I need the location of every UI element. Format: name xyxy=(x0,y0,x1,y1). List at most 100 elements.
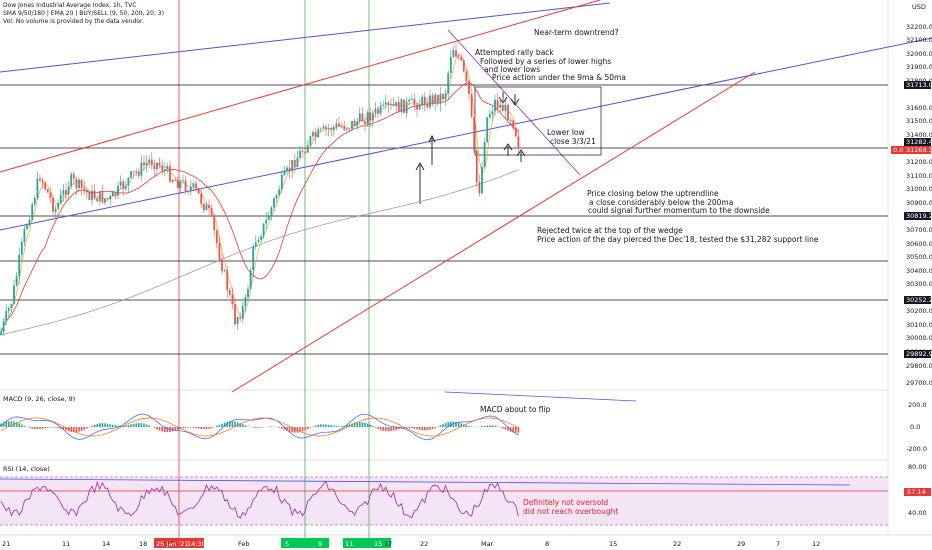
macd-histogram-bar xyxy=(338,426,340,427)
macd-histogram-bar xyxy=(403,427,405,429)
svg-text:57.14: 57.14 xyxy=(907,488,926,496)
candle-body xyxy=(403,99,405,113)
macd-histogram-bar xyxy=(387,427,390,432)
candle-body xyxy=(46,189,49,193)
candle-body xyxy=(140,162,143,176)
candle-body xyxy=(218,243,221,260)
rsi-trend-blue xyxy=(0,478,851,486)
candle-body xyxy=(213,215,216,231)
macd-histogram-bar xyxy=(361,422,364,427)
macd-histogram-bar xyxy=(507,427,509,431)
macd-histogram-bar xyxy=(130,424,132,427)
candle-body xyxy=(410,98,413,100)
candle-body xyxy=(286,167,288,171)
macd-histogram-bar xyxy=(104,423,106,427)
candle-body xyxy=(135,171,138,173)
macd-histogram-bar xyxy=(31,427,33,429)
candle-body xyxy=(408,99,411,102)
candle-body xyxy=(462,59,465,72)
macd-histogram-bar xyxy=(247,426,249,427)
candle-body xyxy=(5,311,8,321)
candle-body xyxy=(252,246,255,271)
macd-histogram-bar xyxy=(252,427,254,428)
candle-body xyxy=(13,285,15,304)
macd-histogram-bar xyxy=(192,427,195,428)
candle-body xyxy=(377,108,379,114)
macd-histogram-bar xyxy=(460,423,462,427)
note-rsi-1: Definitely not oversold xyxy=(523,498,608,507)
macd-histogram-bar xyxy=(405,427,408,429)
candle-body xyxy=(23,228,26,242)
macd-histogram-bar xyxy=(93,424,96,427)
note-closing-1: Price closing below the uptrendline xyxy=(587,189,719,198)
macd-histogram-bar xyxy=(203,427,205,430)
note-rejected-1: Rejected twice at the top of the wedge xyxy=(537,226,683,235)
macd-tick-0: 0.0 xyxy=(910,423,920,431)
macd-histogram-bar xyxy=(218,424,221,427)
svg-text:31269.3: 31269.3 xyxy=(906,146,932,154)
candle-body xyxy=(262,223,265,237)
macd-histogram-bar xyxy=(447,422,449,427)
candle-body xyxy=(109,196,112,200)
candle-body xyxy=(358,113,361,122)
candle-body xyxy=(156,162,158,170)
candle-body xyxy=(7,308,10,312)
time-tick: 14 xyxy=(102,540,110,548)
up-arrow-small xyxy=(428,134,436,165)
macd-histogram-bar xyxy=(364,422,366,427)
macd-histogram-bar xyxy=(413,427,416,429)
macd-histogram-bar xyxy=(80,427,83,431)
macd-histogram-bar xyxy=(257,427,260,428)
macd-histogram-bar xyxy=(138,423,140,427)
candle-body xyxy=(494,99,496,112)
candle-body xyxy=(244,297,247,306)
macd-histogram-bar xyxy=(109,424,111,427)
macd-histogram-bar xyxy=(21,424,23,427)
candle-body xyxy=(275,195,278,199)
candle-body xyxy=(49,192,52,199)
candle-body xyxy=(512,120,515,129)
macd-histogram-bar xyxy=(132,423,135,427)
candle-body xyxy=(54,208,57,212)
macd-histogram-bar xyxy=(229,421,231,427)
macd-histogram-bar xyxy=(377,427,379,429)
candle-body xyxy=(124,185,127,189)
price-tick: 31500.0 xyxy=(906,117,932,125)
candle-body xyxy=(28,219,31,226)
candle-body xyxy=(452,50,455,58)
up-arrow-4 xyxy=(516,149,526,162)
macd-histogram-bar xyxy=(372,426,374,427)
price-tick: 31100.0 xyxy=(906,172,932,180)
candle-body xyxy=(283,170,286,176)
candle-body xyxy=(470,93,473,117)
note-rally-2: Followed by a series of lower highs xyxy=(480,57,611,66)
candle-body xyxy=(10,303,13,309)
macd-histogram-bar xyxy=(41,427,44,429)
candle-body xyxy=(182,180,184,182)
macd-histogram-bar xyxy=(34,427,36,430)
macd-histogram-bar xyxy=(496,426,499,427)
macd-histogram-bar xyxy=(322,424,325,427)
candle-body xyxy=(150,159,153,165)
candle-body xyxy=(395,101,398,107)
macd-histogram-bar xyxy=(369,424,371,427)
rsi-tag-57: 57.14 xyxy=(904,488,931,496)
candle-body xyxy=(36,178,39,198)
candle-body xyxy=(374,108,377,113)
macd-histogram-bar xyxy=(57,427,59,429)
svg-text:30252.2: 30252.2 xyxy=(906,296,932,304)
macd-histogram-bar xyxy=(83,427,85,430)
price-tick: 30500.0 xyxy=(906,253,932,261)
up-arrow-large xyxy=(415,162,425,204)
macd-histogram-bar xyxy=(15,422,18,427)
candle-body xyxy=(67,186,70,195)
macd-histogram-bar xyxy=(431,427,434,429)
note-rally-1: Attempted rally back xyxy=(475,48,554,57)
candle-body xyxy=(426,104,429,108)
macd-histogram-bar xyxy=(512,427,514,433)
candle-body xyxy=(226,270,229,291)
note-lower-low-1: Lower low xyxy=(547,128,585,137)
candle-body xyxy=(390,104,392,106)
